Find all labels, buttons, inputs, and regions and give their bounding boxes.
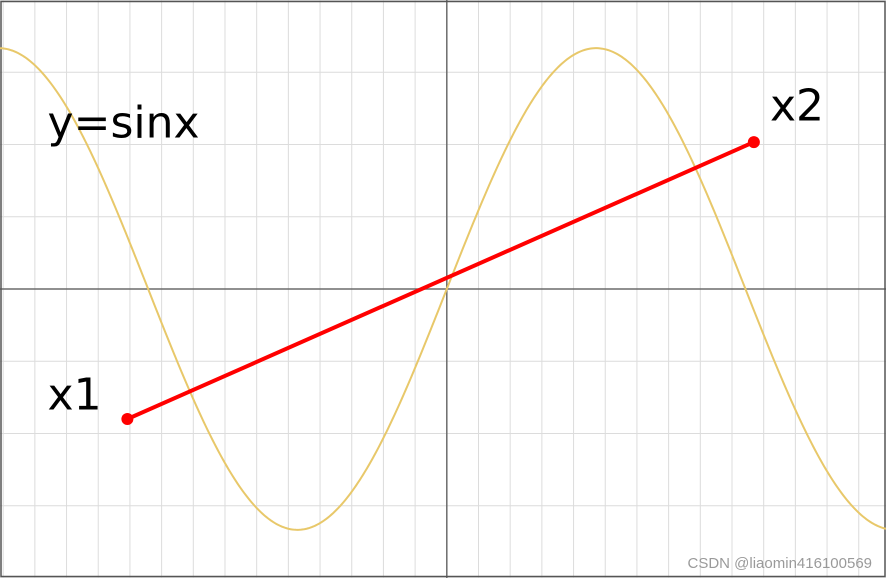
- chord-line: [125, 140, 756, 422]
- chord-endpoint-1: [121, 413, 134, 426]
- annotation-label-2: x1: [48, 369, 102, 420]
- annotations: y=sinx x1 x2: [48, 80, 825, 420]
- watermark-text: CSDN @liaomin416100569: [687, 555, 873, 572]
- series: [0, 47, 886, 531]
- annotation-label-1: y=sinx: [48, 97, 200, 148]
- chord-endpoint-2: [747, 136, 760, 149]
- sine-curve: [0, 47, 886, 531]
- annotation-label-3: x2: [770, 80, 824, 131]
